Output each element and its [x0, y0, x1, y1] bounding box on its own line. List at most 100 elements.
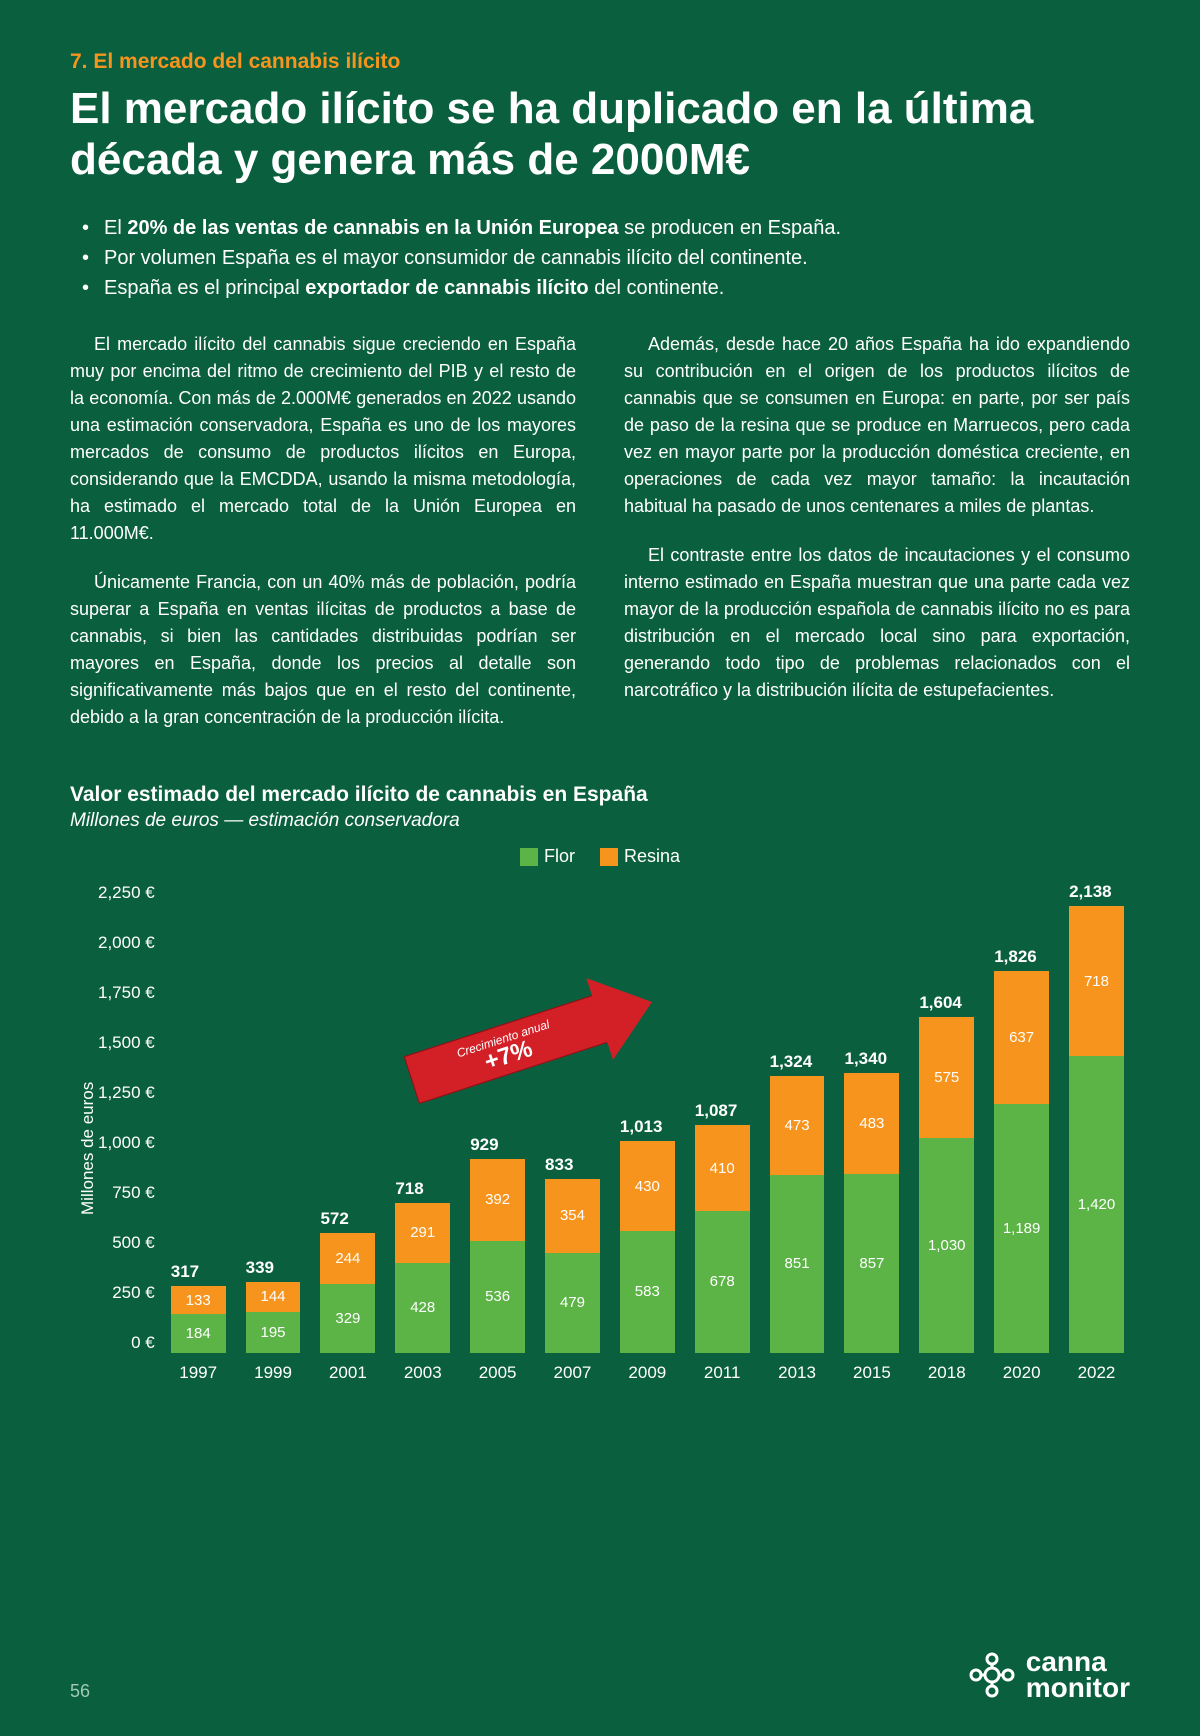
bar-total-label: 1,340: [844, 1049, 887, 1069]
bar-total-label: 929: [470, 1135, 498, 1155]
bar-2011: 1,087678410: [689, 1125, 756, 1352]
bar-total-label: 1,826: [994, 947, 1037, 967]
y-tick: 250 €: [98, 1283, 155, 1303]
bar-2018: 1,6041,030575: [913, 1017, 980, 1352]
bar-total-label: 1,324: [770, 1052, 813, 1072]
bar-total-label: 1,013: [620, 1117, 663, 1137]
bar-total-label: 833: [545, 1155, 573, 1175]
y-tick: 1,500 €: [98, 1033, 155, 1053]
bar-segment-resina: 392: [470, 1159, 525, 1241]
x-tick: 2007: [539, 1363, 606, 1383]
bar-1997: 317184133: [165, 1286, 232, 1352]
bar-total-label: 1,087: [695, 1101, 738, 1121]
section-label: 7. El mercado del cannabis ilícito: [70, 50, 1130, 74]
bar-segment-resina: 144: [246, 1282, 301, 1312]
x-tick: 2005: [464, 1363, 531, 1383]
bar-2013: 1,324851473: [764, 1076, 831, 1353]
bar-total-label: 317: [171, 1262, 199, 1282]
bar-1999: 339195144: [240, 1282, 307, 1353]
bar-total-label: 2,138: [1069, 882, 1112, 902]
bar-segment-flor: 536: [470, 1241, 525, 1353]
legend-resina: Resina: [600, 846, 680, 867]
y-tick: 2,250 €: [98, 883, 155, 903]
body-paragraph: Únicamente Francia, con un 40% más de po…: [70, 569, 576, 731]
bar-total-label: 339: [246, 1258, 274, 1278]
bar-total-label: 718: [395, 1179, 423, 1199]
bar-segment-resina: 291: [395, 1203, 450, 1264]
bar-segment-flor: 583: [620, 1231, 675, 1353]
bar-2003: 718428291: [389, 1203, 456, 1353]
bar-total-label: 1,604: [919, 993, 962, 1013]
y-tick: 1,000 €: [98, 1133, 155, 1153]
bar-segment-resina: 637: [994, 971, 1049, 1104]
x-tick: 2003: [389, 1363, 456, 1383]
bar-segment-flor: 479: [545, 1253, 600, 1353]
y-axis-label: Millones de euros: [70, 883, 98, 1413]
y-tick: 0 €: [98, 1333, 155, 1353]
bar-segment-resina: 483: [844, 1073, 899, 1174]
bar-2001: 572329244: [314, 1233, 381, 1353]
right-column: Además, desde hace 20 años España ha ido…: [624, 331, 1130, 753]
key-point: El 20% de las ventas de cannabis en la U…: [88, 213, 1130, 243]
bar-segment-resina: 430: [620, 1141, 675, 1231]
bar-2015: 1,340857483: [838, 1073, 905, 1353]
x-tick: 2020: [988, 1363, 1055, 1383]
bar-2007: 833479354: [539, 1179, 606, 1353]
bar-segment-flor: 428: [395, 1263, 450, 1352]
bar-total-label: 572: [320, 1209, 348, 1229]
left-column: El mercado ilícito del cannabis sigue cr…: [70, 331, 576, 753]
bar-2009: 1,013583430: [614, 1141, 681, 1353]
legend-flor: Flor: [520, 846, 575, 867]
chart-legend: Flor Resina: [70, 846, 1130, 871]
bar-segment-resina: 354: [545, 1179, 600, 1253]
plot-area: Crecimiento anual +7% 317184133339195144…: [165, 883, 1130, 1413]
bar-segment-flor: 1,189: [994, 1104, 1049, 1352]
bars-container: 3171841333391951445723292447184282919295…: [165, 883, 1130, 1353]
bar-segment-resina: 244: [320, 1233, 375, 1284]
key-point: Por volumen España es el mayor consumido…: [88, 243, 1130, 273]
x-tick: 2018: [913, 1363, 980, 1383]
bar-segment-flor: 1,420: [1069, 1056, 1124, 1353]
x-tick: 2015: [838, 1363, 905, 1383]
body-columns: El mercado ilícito del cannabis sigue cr…: [70, 331, 1130, 753]
body-paragraph: El mercado ilícito del cannabis sigue cr…: [70, 331, 576, 547]
bar-2020: 1,8261,189637: [988, 971, 1055, 1352]
brand-logo: canna monitor: [968, 1649, 1130, 1702]
x-tick: 2022: [1063, 1363, 1130, 1383]
bar-segment-flor: 857: [844, 1174, 899, 1353]
bar-segment-resina: 575: [919, 1017, 974, 1137]
y-tick: 500 €: [98, 1233, 155, 1253]
body-paragraph: Además, desde hace 20 años España ha ido…: [624, 331, 1130, 520]
bar-segment-flor: 678: [695, 1211, 750, 1353]
x-tick: 2013: [764, 1363, 831, 1383]
y-tick: 2,000 €: [98, 933, 155, 953]
chart-subtitle: Millones de euros — estimación conservad…: [70, 810, 1130, 832]
page-headline: El mercado ilícito se ha duplicado en la…: [70, 84, 1130, 185]
chart-area: Millones de euros 2,250 € 2,000 € 1,750 € 1…: [70, 883, 1130, 1413]
bar-segment-flor: 851: [770, 1175, 825, 1353]
key-points-list: El 20% de las ventas de cannabis en la U…: [70, 213, 1130, 303]
y-axis-ticks: 2,250 € 2,000 € 1,750 € 1,500 € 1,250 € 1,000…: [98, 883, 165, 1353]
bar-segment-resina: 718: [1069, 906, 1124, 1056]
x-tick: 1999: [240, 1363, 307, 1383]
bar-segment-flor: 184: [171, 1314, 226, 1352]
bar-segment-resina: 133: [171, 1286, 226, 1314]
x-axis: 1997199920012003200520072009201120132015…: [165, 1363, 1130, 1383]
page-number: 56: [70, 1681, 90, 1702]
bar-segment-flor: 1,030: [919, 1138, 974, 1353]
y-tick: 1,250 €: [98, 1083, 155, 1103]
x-tick: 2009: [614, 1363, 681, 1383]
bar-2005: 929536392: [464, 1159, 531, 1353]
logo-icon: [968, 1651, 1016, 1699]
chart-title: Valor estimado del mercado ilícito de ca…: [70, 783, 1130, 807]
body-paragraph: El contraste entre los datos de incautac…: [624, 542, 1130, 704]
bar-segment-resina: 473: [770, 1076, 825, 1175]
bar-segment-resina: 410: [695, 1125, 750, 1211]
x-tick: 1997: [165, 1363, 232, 1383]
logo-text: canna monitor: [1026, 1649, 1130, 1702]
key-point: España es el principal exportador de can…: [88, 273, 1130, 303]
x-tick: 2011: [689, 1363, 756, 1383]
bar-2022: 2,1381,420718: [1063, 906, 1130, 1353]
bar-segment-flor: 329: [320, 1284, 375, 1353]
y-tick: 1,750 €: [98, 983, 155, 1003]
